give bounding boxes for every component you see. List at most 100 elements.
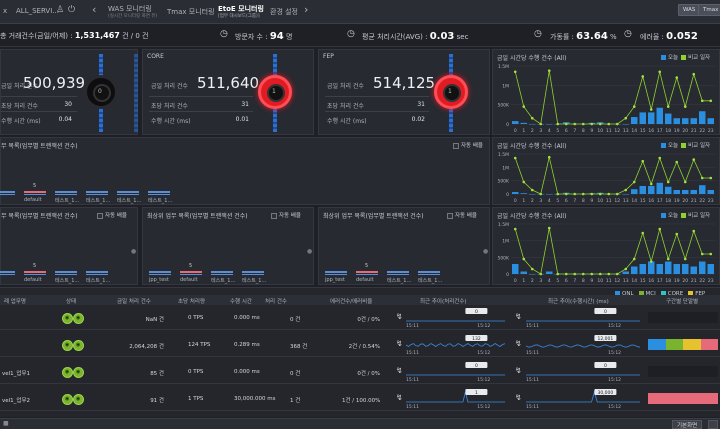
scroll-icon[interactable]: ●	[307, 248, 313, 255]
compare-point	[624, 116, 628, 120]
bar-today	[639, 186, 646, 194]
bar-today	[699, 185, 706, 194]
col-dist: 구간별 단말별	[666, 299, 699, 305]
compare-point	[683, 180, 687, 184]
compare-point	[607, 272, 611, 276]
tps: 1 TPS	[188, 396, 204, 402]
table-row[interactable]	[0, 306, 720, 330]
status-icon[interactable]: ◉	[73, 394, 84, 405]
tab-tmax-monitoring[interactable]: Tmax 모니터링	[167, 8, 215, 16]
item-name[interactable]: default	[24, 197, 42, 203]
x-tick: 5	[556, 198, 559, 204]
item-name[interactable]: 테스트_1...	[55, 278, 80, 284]
y-tick: 1.5M	[498, 152, 509, 158]
x-tick: 9	[590, 278, 593, 284]
item-name[interactable]: 테스트_1...	[86, 198, 111, 204]
x-tick: 7	[573, 128, 576, 134]
item-bar	[55, 271, 77, 273]
x-tick: 13	[623, 128, 629, 134]
tab-settings[interactable]: 환경 설정	[270, 8, 298, 16]
col-tps: 초당 처리량	[178, 299, 206, 305]
auto-scale-toggle[interactable]: 자동 배율	[453, 141, 483, 149]
bar-today	[631, 189, 638, 194]
status-icon[interactable]: ◉	[62, 313, 73, 324]
compare-line	[514, 156, 711, 195]
item-bar	[418, 271, 440, 273]
bar-today	[631, 266, 638, 274]
gauge-icon: 1	[258, 75, 292, 109]
item-name[interactable]: default	[24, 277, 42, 283]
status-icon[interactable]: ◉	[62, 394, 73, 405]
item-bar	[24, 271, 46, 273]
scroll-icon[interactable]: ●	[483, 248, 489, 255]
item-name[interactable]: 테스트_1...	[211, 278, 236, 284]
x-tick: 2	[531, 278, 534, 284]
app-logo: x	[3, 7, 8, 15]
clock-icon: ◷	[347, 29, 355, 39]
bar-today	[512, 264, 519, 274]
auto-scale-toggle[interactable]: 자동 배율	[447, 211, 477, 219]
status-icon[interactable]: ◉	[73, 367, 84, 378]
bar-today	[707, 190, 714, 194]
status-icon[interactable]: ◉	[62, 340, 73, 351]
col-status: 상태	[66, 299, 77, 305]
table-row[interactable]	[0, 360, 720, 384]
response-time: 0.000 ms	[234, 315, 260, 321]
compare-point	[530, 188, 534, 192]
compare-point	[649, 108, 653, 111]
total-transactions: 총 거래건수(금일/어제) : 1,531,467 건 / 0 건	[0, 31, 149, 40]
auto-scale-toggle[interactable]: 자동 배율	[271, 211, 301, 219]
item-name[interactable]: 테스트_1...	[242, 278, 267, 284]
item-name[interactable]: default	[180, 277, 198, 283]
compare-point	[598, 192, 602, 196]
process-count: 0 건	[290, 371, 301, 377]
item-name[interactable]: 테스트_1...	[387, 278, 412, 284]
item-name[interactable]: jpp_test	[325, 277, 345, 283]
item-name[interactable]: 테스트_1...	[418, 278, 443, 284]
x-tick: 3	[539, 198, 542, 204]
server-select[interactable]: ALL_SERVI...	[16, 7, 59, 15]
chevron-right-icon[interactable]: ›	[304, 3, 309, 16]
bar-today	[656, 107, 663, 124]
chevron-left-icon[interactable]: ‹	[92, 3, 97, 16]
compare-point	[556, 272, 560, 276]
today-count: 91 건	[150, 398, 164, 404]
item-name[interactable]: jpp_test	[149, 277, 169, 283]
scroll-icon[interactable]: ●	[131, 248, 137, 255]
status-icon[interactable]: ◉	[62, 367, 73, 378]
compare-point	[632, 180, 636, 184]
auto-scale-toggle[interactable]: 자동 배율	[97, 211, 127, 219]
tps-label: 초당 처리 건수	[327, 103, 364, 110]
x-tick: 22	[699, 198, 705, 204]
tab-was-monitoring[interactable]: WAS 모니터링 (실시간 모니터링 화면 뷰)	[108, 5, 158, 19]
col-today: 금일 처리 건수	[117, 299, 151, 305]
tmax-button[interactable]: Tmax	[698, 4, 720, 16]
bar-today	[690, 118, 697, 124]
compare-point	[513, 70, 517, 74]
default-view-button[interactable]: 기본화면	[672, 420, 703, 429]
user-icon[interactable]: ♙	[56, 5, 65, 15]
item-name[interactable]: 테스트_1...	[86, 278, 111, 284]
status-icon[interactable]: ◉	[73, 340, 84, 351]
compare-point	[590, 122, 594, 126]
task-name: vel1_업무2	[2, 398, 31, 404]
table-row[interactable]	[0, 333, 720, 357]
power-icon[interactable]: ⏻	[68, 5, 76, 15]
item-name[interactable]: default	[356, 277, 374, 283]
x-tick: 2	[531, 128, 534, 134]
x-tick: 21	[691, 278, 697, 284]
bar-today	[546, 271, 553, 274]
item-name[interactable]: 테스트_1...	[117, 198, 142, 204]
menu-button[interactable]	[708, 420, 718, 429]
tab-etoe-monitoring[interactable]: EtoE 모니터링 [업무 대시보드(그룹)]	[218, 5, 264, 19]
svg-text:0: 0	[604, 309, 607, 315]
compare-point	[598, 272, 602, 276]
status-icon[interactable]: ◉	[73, 313, 84, 324]
bar-today	[665, 113, 672, 124]
compare-point	[632, 105, 636, 108]
table-row[interactable]	[0, 387, 720, 411]
col-trend1: 최근 추이(처리건수)	[420, 299, 467, 305]
trend1-icon: ↯	[396, 366, 403, 375]
item-name[interactable]: 테스트_1...	[148, 198, 173, 204]
item-name[interactable]: 테스트_1...	[55, 198, 80, 204]
